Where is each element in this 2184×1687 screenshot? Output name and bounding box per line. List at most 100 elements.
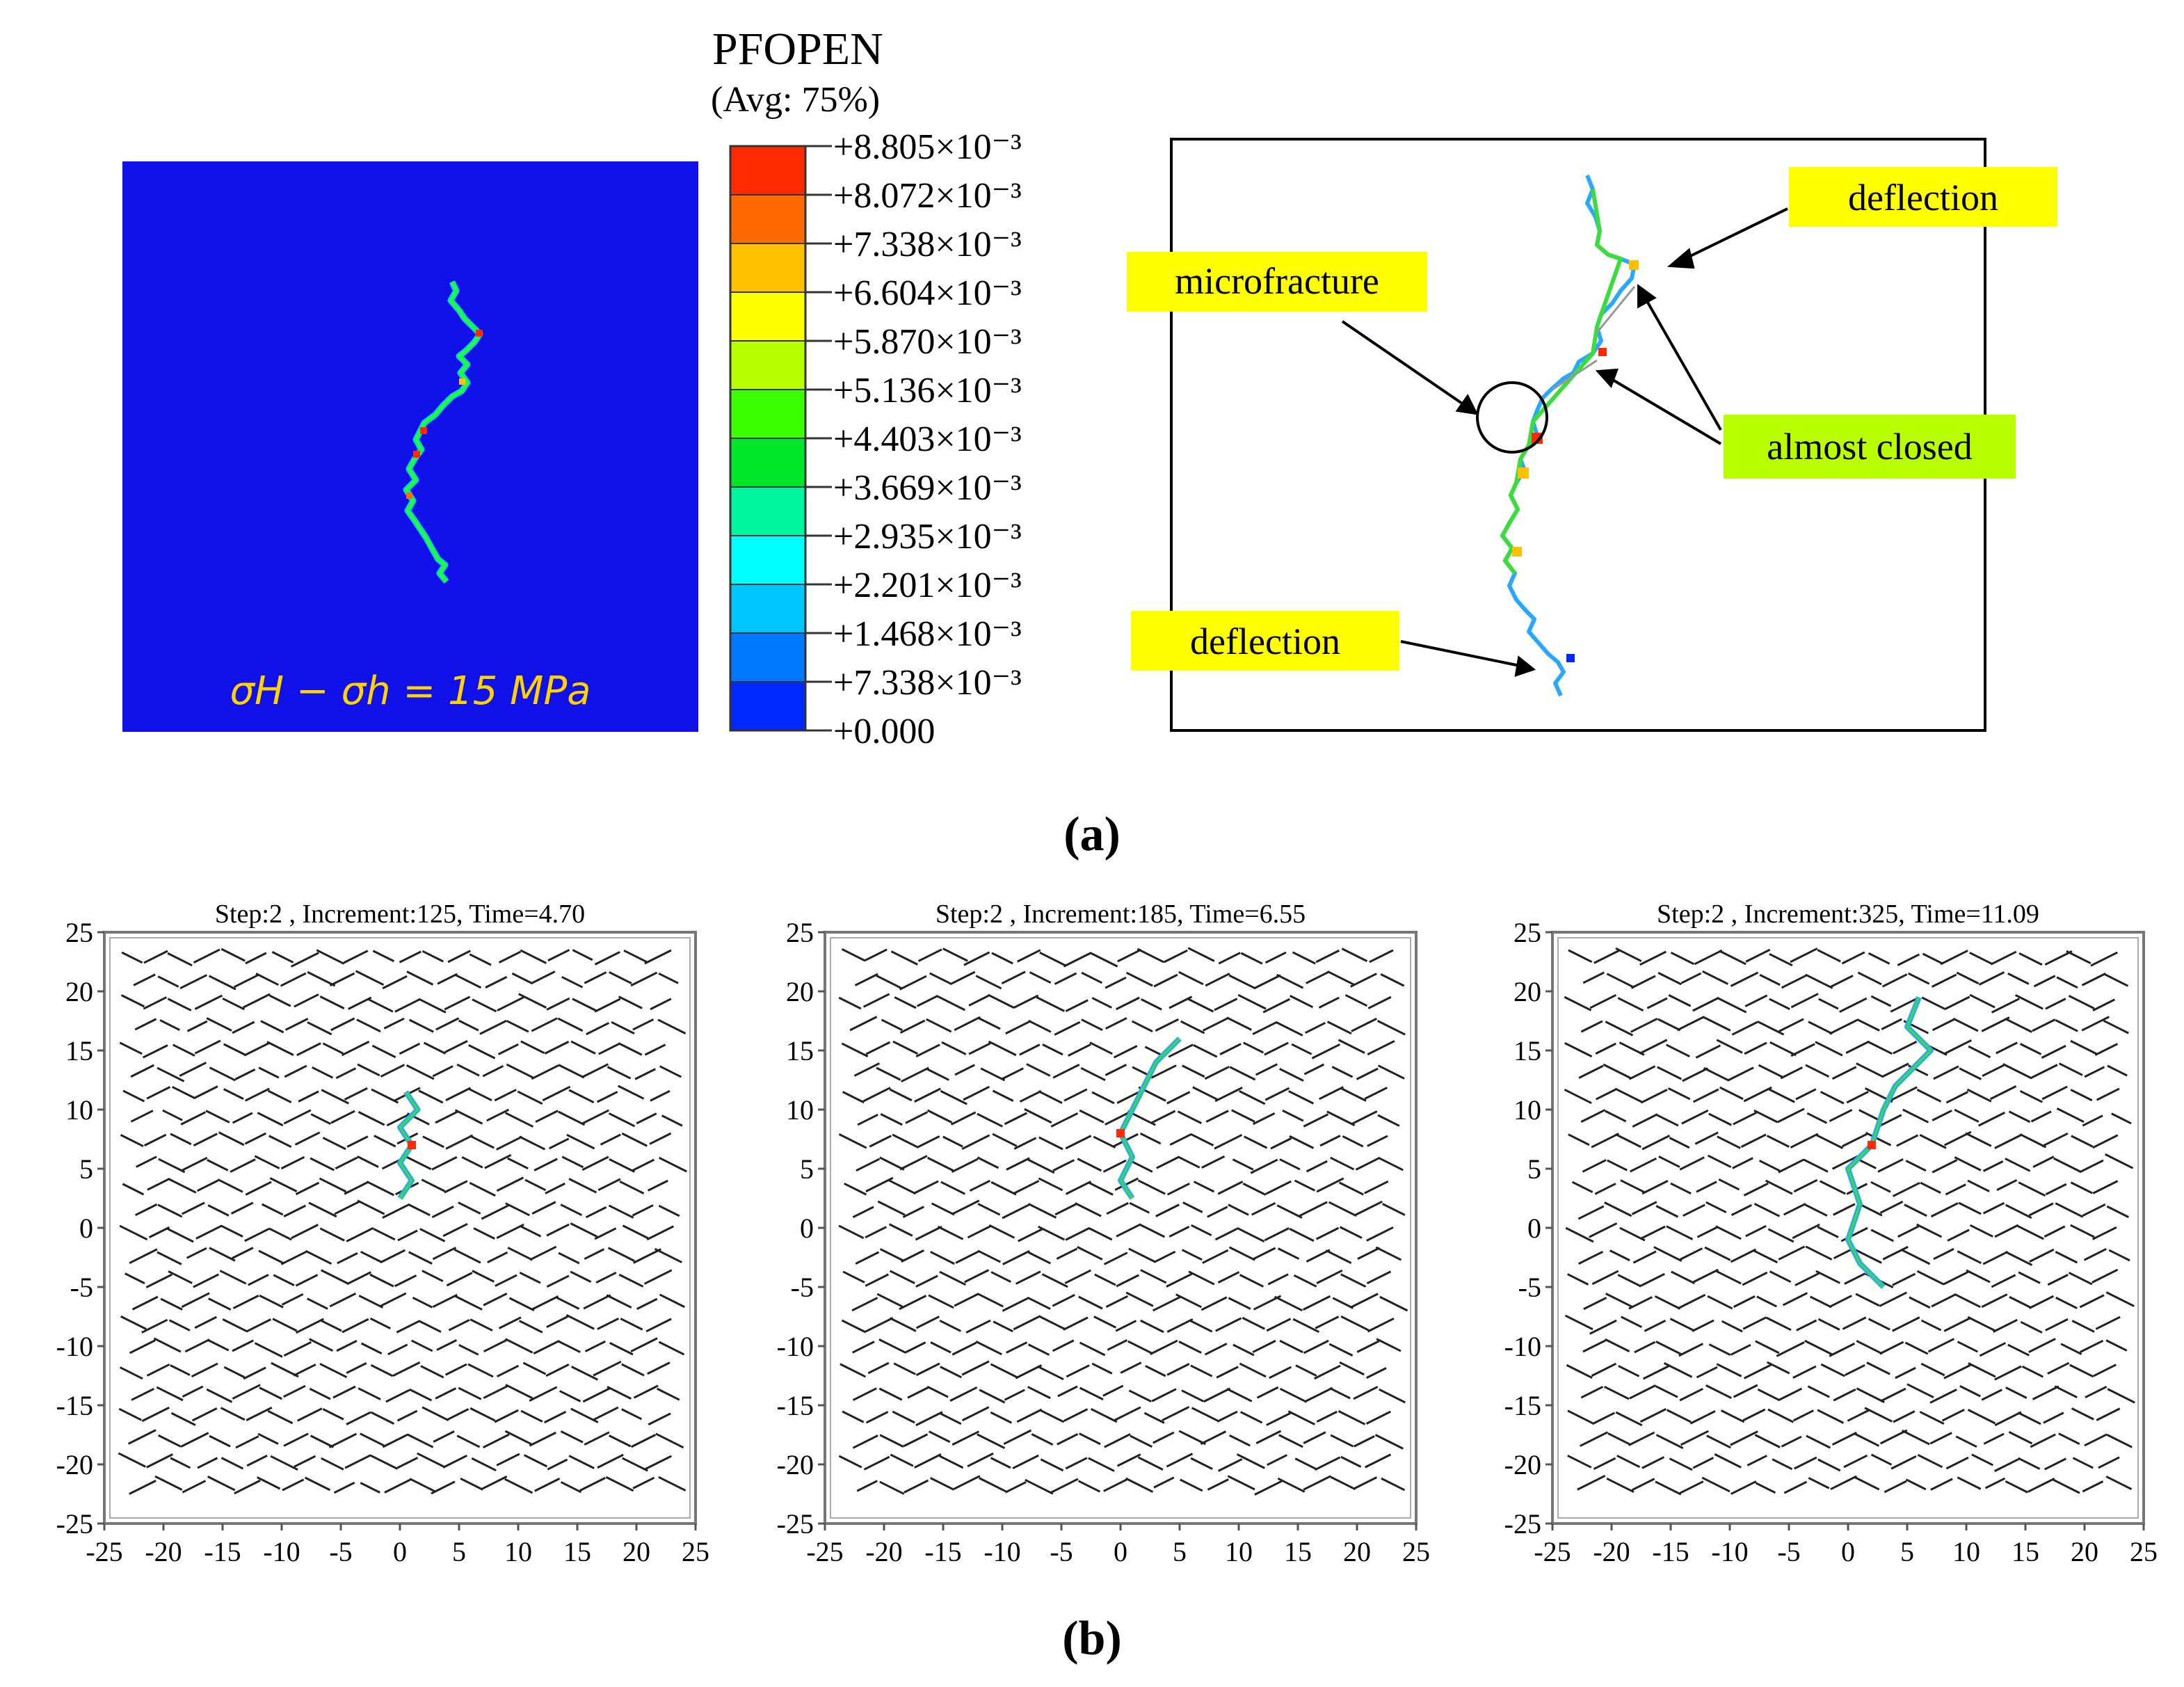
natural-fracture <box>1956 971 1980 985</box>
natural-fracture <box>879 1480 905 1495</box>
natural-fracture <box>1906 1383 1934 1399</box>
natural-fracture <box>1216 1366 1239 1379</box>
natural-fracture <box>143 996 168 1010</box>
natural-fracture <box>1920 1319 1942 1332</box>
x-tick-label: 20 <box>1343 1536 1371 1567</box>
natural-fracture <box>1766 1361 1790 1375</box>
natural-fracture <box>980 1067 1006 1082</box>
natural-fracture <box>322 1408 344 1421</box>
natural-fracture <box>1038 1177 1063 1192</box>
natural-fracture <box>2028 1338 2056 1353</box>
natural-fracture <box>468 1044 496 1060</box>
natural-fracture <box>379 1292 407 1308</box>
legend-label: +1.468×10⁻³ <box>833 614 1022 654</box>
natural-fracture <box>542 1085 571 1102</box>
natural-fracture <box>1565 1226 1594 1243</box>
natural-fracture <box>1952 1017 1979 1032</box>
callout-microfracture: microfracture <box>1175 260 1379 302</box>
natural-fracture <box>1351 1017 1377 1032</box>
natural-fracture <box>1593 1457 1616 1471</box>
natural-fracture <box>484 1153 512 1169</box>
x-tick-label: 25 <box>2130 1536 2158 1567</box>
natural-fracture <box>2105 1153 2134 1169</box>
natural-fracture <box>990 1457 1011 1469</box>
y-tick-label: 20 <box>65 976 93 1007</box>
natural-fracture <box>266 1041 294 1056</box>
natural-fracture <box>497 1043 519 1055</box>
natural-fracture <box>1375 1246 1402 1261</box>
natural-fracture <box>431 1156 458 1171</box>
natural-fracture <box>903 1433 929 1448</box>
natural-fracture <box>913 1180 939 1194</box>
natural-fracture <box>357 1199 385 1215</box>
zoom-hotspot <box>1566 654 1575 662</box>
natural-fracture <box>1239 1274 1264 1288</box>
natural-fracture <box>1366 1270 1392 1285</box>
natural-fracture <box>218 1131 245 1146</box>
natural-fracture <box>1856 1340 1883 1355</box>
natural-fracture <box>930 1477 955 1491</box>
natural-fracture <box>322 1137 346 1151</box>
natural-fracture <box>1753 1202 1781 1217</box>
natural-fracture <box>879 1156 905 1171</box>
natural-fracture <box>1758 1160 1781 1172</box>
natural-fracture <box>977 1203 1001 1216</box>
natural-fracture <box>246 1455 268 1467</box>
natural-fracture <box>168 1319 191 1332</box>
natural-fracture <box>1845 1364 1865 1376</box>
natural-fracture <box>447 950 471 964</box>
natural-fracture <box>1166 1453 1194 1468</box>
natural-fracture <box>1564 1088 1592 1105</box>
natural-fracture <box>1904 1204 1927 1217</box>
natural-fracture <box>952 1341 977 1356</box>
natural-fracture <box>272 1318 298 1332</box>
natural-fracture <box>647 1361 671 1375</box>
natural-fracture <box>889 1317 917 1332</box>
natural-fracture <box>1866 1361 1890 1375</box>
natural-fracture <box>1128 1389 1152 1403</box>
natural-fracture <box>346 1271 372 1286</box>
natural-fracture <box>1778 1158 1805 1174</box>
fracture-hotspot <box>408 1141 416 1149</box>
natural-fracture <box>2005 1386 2028 1399</box>
natural-fracture <box>2007 973 2030 985</box>
natural-fracture <box>1957 1341 1978 1353</box>
natural-fracture <box>258 1249 285 1265</box>
natural-fracture <box>1705 1384 1733 1400</box>
natural-fracture <box>409 1388 433 1402</box>
natural-fracture <box>1628 1065 1656 1080</box>
natural-fracture <box>1094 1273 1116 1286</box>
natural-fracture <box>181 1292 210 1309</box>
natural-fracture <box>346 1411 371 1425</box>
natural-fracture <box>1966 1088 1992 1103</box>
natural-fracture <box>319 1319 342 1332</box>
natural-fracture <box>951 1199 980 1215</box>
natural-fracture <box>1870 1453 1893 1466</box>
callout-deflection-top: deflection <box>1848 177 1998 218</box>
natural-fracture <box>1191 1407 1219 1422</box>
natural-fracture <box>1349 1293 1379 1309</box>
natural-fracture <box>1207 1206 1228 1218</box>
natural-fracture <box>968 995 989 1007</box>
natural-fracture <box>1002 1296 1030 1312</box>
natural-fracture <box>622 1224 649 1240</box>
natural-fracture <box>1063 1316 1089 1331</box>
natural-fracture <box>954 1293 979 1307</box>
natural-fracture <box>1896 1134 1919 1147</box>
natural-fracture <box>1757 1020 1785 1036</box>
natural-fracture <box>942 1135 963 1148</box>
natural-fracture <box>1052 1064 1080 1079</box>
legend-swatch <box>730 291 806 342</box>
fracture-hotspot <box>459 378 465 385</box>
natural-fracture <box>1177 1110 1202 1124</box>
natural-fracture <box>608 1434 632 1448</box>
natural-fracture <box>1932 1159 1958 1174</box>
natural-fracture <box>1908 972 1930 985</box>
natural-fracture <box>496 1364 520 1378</box>
natural-fracture <box>1150 1110 1176 1124</box>
natural-fracture <box>1904 1341 1929 1355</box>
y-tick-label: 25 <box>786 917 814 948</box>
natural-fracture <box>517 1090 543 1105</box>
natural-fracture <box>436 1339 458 1351</box>
caption-b: (b) <box>1062 1612 1122 1665</box>
